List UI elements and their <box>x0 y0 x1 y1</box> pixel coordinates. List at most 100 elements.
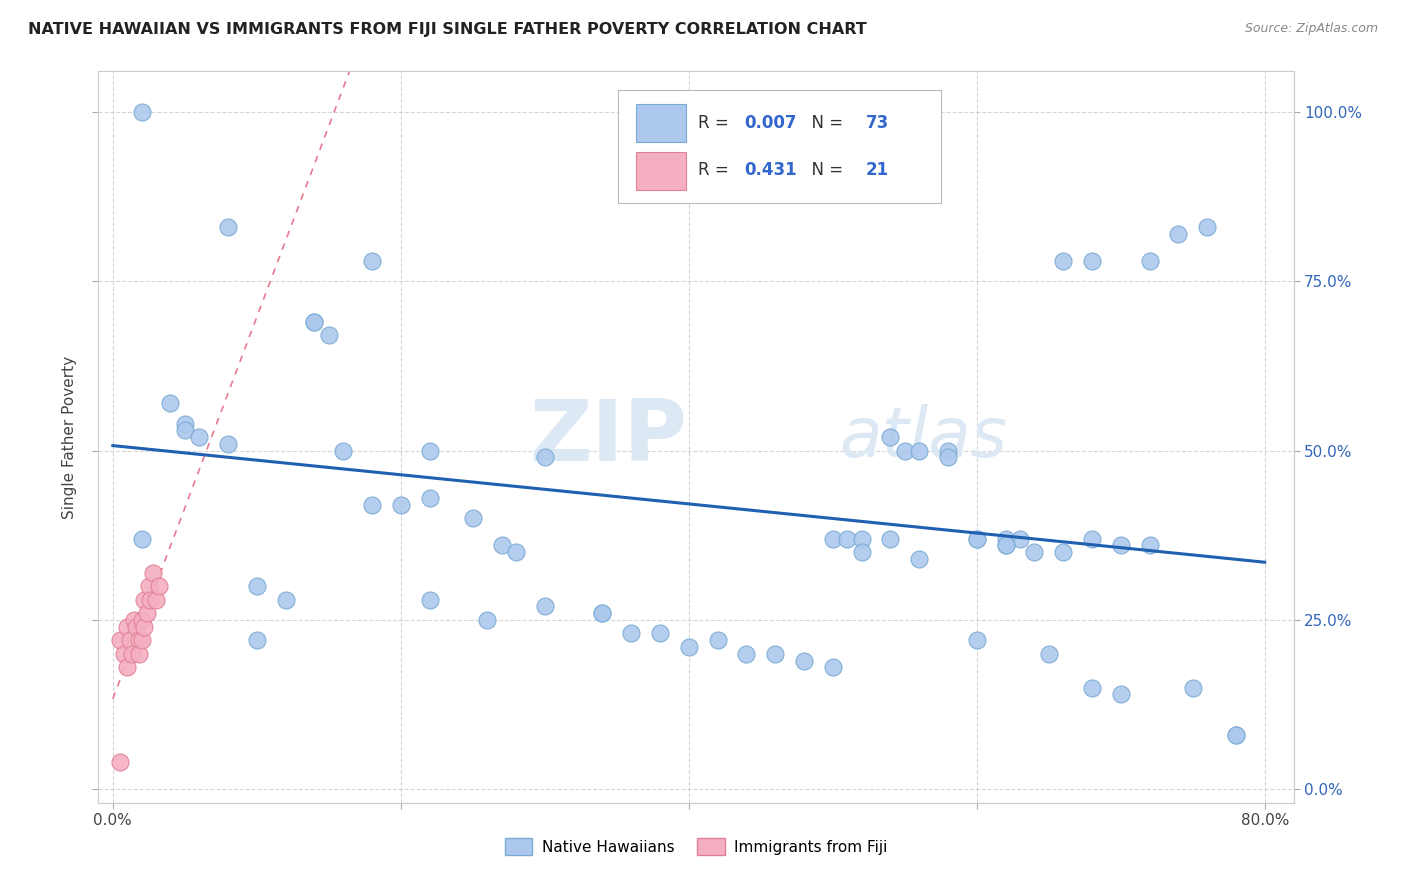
Point <box>851 545 873 559</box>
Point <box>134 620 156 634</box>
Point <box>419 491 441 505</box>
Point <box>419 443 441 458</box>
Point <box>159 396 181 410</box>
Point <box>173 423 195 437</box>
Point <box>994 538 1017 552</box>
Point <box>128 647 150 661</box>
Point <box>121 647 143 661</box>
Point <box>134 592 156 607</box>
Point <box>1081 254 1104 268</box>
Point <box>1139 254 1161 268</box>
Point <box>217 437 239 451</box>
Point <box>131 105 153 120</box>
Point <box>1008 532 1031 546</box>
Point <box>131 532 153 546</box>
Point <box>879 430 901 444</box>
Point <box>821 660 844 674</box>
Text: N =: N = <box>801 113 848 131</box>
Point <box>763 647 786 661</box>
Point <box>139 592 162 607</box>
Point <box>361 254 384 268</box>
Text: Source: ZipAtlas.com: Source: ZipAtlas.com <box>1244 22 1378 36</box>
Point <box>1038 647 1060 661</box>
Point <box>966 532 988 546</box>
Point <box>908 443 931 458</box>
FancyBboxPatch shape <box>637 104 686 143</box>
Point <box>304 315 326 329</box>
Point <box>994 538 1017 552</box>
Point <box>1197 220 1219 235</box>
Point <box>112 647 135 661</box>
Point <box>148 579 170 593</box>
Point <box>125 620 148 634</box>
Point <box>1081 532 1104 546</box>
Point <box>908 552 931 566</box>
Point <box>879 532 901 546</box>
Point <box>505 545 527 559</box>
Point <box>533 450 555 465</box>
Point <box>131 613 153 627</box>
Point <box>994 532 1017 546</box>
Point <box>1052 254 1074 268</box>
FancyBboxPatch shape <box>619 90 941 203</box>
Point <box>1181 681 1204 695</box>
Point <box>735 647 758 661</box>
Text: 21: 21 <box>866 161 889 179</box>
Point <box>389 498 412 512</box>
Point <box>136 606 159 620</box>
Point <box>491 538 513 552</box>
Point <box>318 328 340 343</box>
Point <box>128 633 150 648</box>
Y-axis label: Single Father Poverty: Single Father Poverty <box>62 356 77 518</box>
Text: ZIP: ZIP <box>529 395 686 479</box>
Point <box>620 105 643 120</box>
Text: R =: R = <box>699 161 734 179</box>
Point <box>173 417 195 431</box>
Legend: Native Hawaiians, Immigrants from Fiji: Native Hawaiians, Immigrants from Fiji <box>499 832 893 861</box>
Point <box>837 532 859 546</box>
Point <box>893 443 915 458</box>
Point <box>966 633 988 648</box>
Text: 0.431: 0.431 <box>744 161 796 179</box>
Point <box>246 633 269 648</box>
Text: 73: 73 <box>866 113 889 131</box>
Point <box>851 532 873 546</box>
Point <box>678 640 700 654</box>
Text: N =: N = <box>801 161 848 179</box>
Point <box>108 755 131 769</box>
Point <box>1167 227 1189 241</box>
Point <box>120 633 142 648</box>
Point <box>1225 728 1247 742</box>
Point <box>304 315 326 329</box>
Point <box>936 443 959 458</box>
Point <box>936 450 959 465</box>
Point <box>1081 681 1104 695</box>
Point <box>108 633 131 648</box>
Point <box>966 532 988 546</box>
Text: R =: R = <box>699 113 734 131</box>
Point <box>648 626 671 640</box>
Point <box>461 511 484 525</box>
Point <box>477 613 499 627</box>
Point <box>591 606 613 620</box>
Text: atlas: atlas <box>839 403 1007 471</box>
Point <box>1109 688 1132 702</box>
Point <box>591 606 613 620</box>
Point <box>620 626 643 640</box>
Point <box>124 613 146 627</box>
Point <box>706 633 728 648</box>
Point <box>793 654 815 668</box>
Text: 0.007: 0.007 <box>744 113 796 131</box>
Point <box>246 579 269 593</box>
Point <box>1139 538 1161 552</box>
Point <box>115 620 138 634</box>
Point <box>115 660 138 674</box>
Point <box>361 498 384 512</box>
Point <box>821 532 844 546</box>
Point <box>188 430 211 444</box>
Point <box>1109 538 1132 552</box>
Point <box>274 592 297 607</box>
Point <box>217 220 239 235</box>
Point <box>145 592 167 607</box>
Point <box>332 443 354 458</box>
